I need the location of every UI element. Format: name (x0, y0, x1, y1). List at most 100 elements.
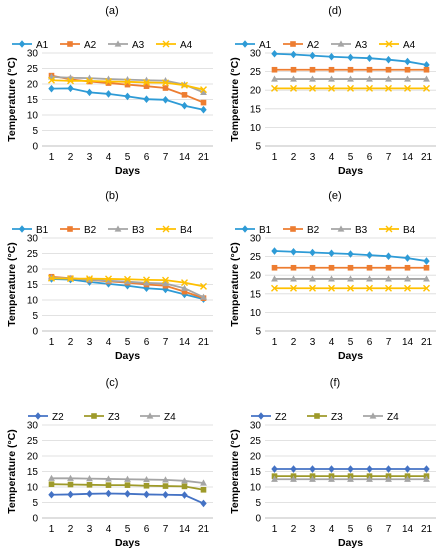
y-axis-title: Temperature (°C) (6, 57, 18, 142)
data-point (385, 264, 392, 271)
data-point (385, 475, 392, 482)
data-point (309, 475, 316, 482)
legend-item: B2 (283, 225, 320, 236)
x-tick-label: 5 (125, 152, 131, 163)
x-tick-label: 21 (421, 152, 433, 163)
data-point (162, 85, 169, 91)
series-B4 (48, 274, 207, 290)
y-tick-label: 15 (27, 467, 39, 478)
y-tick-label: 5 (255, 498, 261, 509)
series-A1 (271, 49, 430, 69)
data-point (309, 84, 316, 92)
y-tick-label: 10 (27, 483, 39, 494)
data-point (124, 275, 131, 283)
data-point (143, 279, 150, 286)
data-point (67, 490, 74, 499)
x-tick-label: 14 (179, 337, 191, 348)
chart-title: (f) (330, 377, 340, 389)
data-point (67, 275, 74, 283)
data-point (328, 465, 335, 473)
legend-label: B4 (403, 225, 416, 236)
series-A1 (48, 84, 207, 114)
data-point (271, 84, 278, 92)
data-point (366, 465, 373, 473)
data-point (181, 284, 188, 291)
chart-panel: (c) 0 5 10 15 20 25 30 1 2 3 4 5 6 7 14 21 Days Temperatur… (6, 377, 213, 549)
series-A3 (271, 75, 430, 82)
series-B1 (271, 247, 430, 265)
data-point (423, 284, 430, 292)
y-axis-title: Temperature (°C) (229, 57, 241, 142)
legend-label: B1 (36, 225, 49, 236)
legend-item: B4 (156, 225, 193, 236)
x-tick-label: 14 (402, 524, 414, 535)
series-Z2 (48, 489, 207, 508)
data-point (143, 475, 150, 483)
data-point (404, 264, 411, 271)
data-point (328, 275, 335, 282)
legend-marker (385, 40, 393, 48)
x-tick-label: 7 (163, 524, 169, 535)
data-point (86, 482, 93, 488)
legend-label: B4 (180, 225, 193, 236)
data-point (124, 78, 131, 86)
y-tick-label: 30 (250, 234, 262, 245)
x-tick-label: 3 (310, 337, 316, 348)
y-tick-label: 0 (32, 142, 38, 153)
x-tick-label: 21 (198, 152, 210, 163)
x-tick-label: 5 (348, 337, 354, 348)
chart-title: (b) (105, 190, 118, 202)
legend-marker (91, 413, 97, 419)
data-point (366, 84, 373, 92)
y-tick-label: 30 (27, 421, 39, 432)
y-tick-label: 5 (255, 142, 261, 153)
legend-marker (290, 41, 296, 47)
data-point (162, 476, 169, 483)
data-point (48, 481, 55, 488)
legend-marker (314, 413, 320, 419)
data-point (200, 88, 207, 95)
y-tick-label: 20 (27, 265, 39, 276)
legend-label: Z2 (275, 412, 287, 423)
x-tick-label: 2 (68, 337, 74, 348)
x-tick-label: 4 (329, 152, 335, 163)
data-point (124, 475, 131, 482)
y-tick-label: 30 (250, 421, 262, 432)
legend-marker (369, 412, 377, 419)
data-point (271, 275, 278, 282)
data-point (290, 50, 297, 59)
legend-item: Z4 (140, 412, 176, 423)
data-point (86, 88, 93, 97)
data-point (309, 284, 316, 292)
x-axis-title: Days (338, 350, 363, 362)
legend-marker (290, 226, 296, 232)
x-tick-label: 3 (87, 337, 93, 348)
x-tick-label: 6 (144, 524, 150, 535)
data-point (105, 80, 112, 86)
data-point (105, 489, 112, 498)
legend-marker (337, 225, 345, 232)
legend-marker (241, 225, 249, 233)
y-tick-label: 5 (32, 498, 38, 509)
data-point (328, 75, 335, 82)
data-point (404, 66, 411, 73)
x-tick-label: 7 (163, 337, 169, 348)
y-tick-label: 15 (27, 95, 39, 106)
legend-item: B1 (235, 225, 272, 236)
legend-marker (114, 40, 122, 47)
data-point (366, 284, 373, 292)
data-point (347, 84, 354, 92)
x-tick-label: 6 (144, 337, 150, 348)
x-tick-label: 6 (367, 337, 373, 348)
data-point (328, 475, 335, 482)
data-point (162, 79, 169, 87)
x-axis-title: Days (115, 350, 140, 362)
x-tick-label: 3 (310, 152, 316, 163)
legend-item: A1 (235, 40, 272, 51)
series-Z4 (48, 474, 207, 486)
x-tick-label: 5 (348, 524, 354, 535)
x-tick-label: 5 (125, 524, 131, 535)
legend-marker (162, 225, 170, 233)
data-point (67, 84, 74, 93)
data-point (366, 264, 373, 271)
